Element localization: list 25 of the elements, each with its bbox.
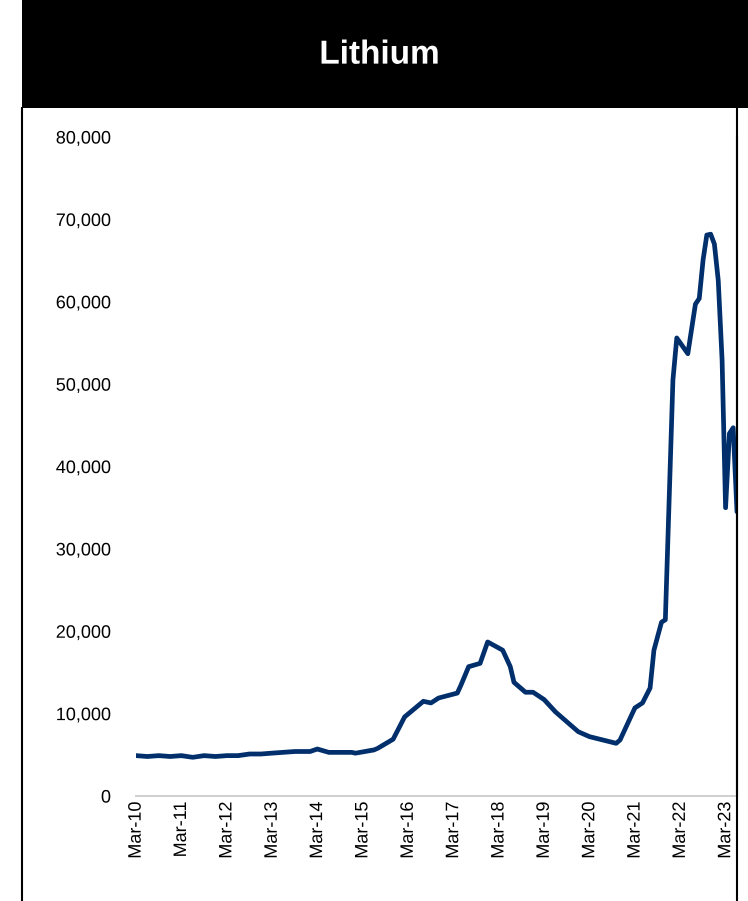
x-tick-label: Mar-21 (626, 802, 640, 858)
x-tick-label: Mar-11 (174, 802, 186, 856)
y-tick-label: 80,000 (56, 130, 110, 146)
x-tick-label: Mar-14 (310, 802, 322, 858)
x-tick-label: Mar-18 (490, 802, 504, 858)
y-tick-label: 70,000 (56, 213, 110, 228)
x-tick-label: Mar-20 (582, 802, 594, 858)
x-tick-label: Mar-22 (672, 802, 686, 858)
x-tick-label: Mar-16 (400, 802, 414, 858)
y-tick-label: 50,000 (56, 378, 110, 393)
y-tick-label: 0 (102, 790, 110, 803)
x-tick-label: Mar-19 (536, 802, 550, 858)
x-tick-label: Mar-12 (218, 802, 232, 858)
y-tick-label: 60,000 (56, 296, 110, 311)
y-tick-label: 10,000 (57, 708, 110, 722)
x-tick-label: Mar-10 (128, 802, 141, 858)
y-tick-label: 40,000 (56, 460, 110, 476)
x-tick-label: Mar-13 (264, 802, 277, 858)
chart-title: Lithium (322, 39, 438, 64)
y-tick-label: 20,000 (56, 625, 110, 640)
x-tick-label: Mar-15 (354, 802, 368, 858)
x-tick-label: Mar-23 (718, 802, 730, 858)
x-tick-label: Mar-17 (446, 802, 458, 858)
y-tick-label: 30,000 (56, 542, 110, 558)
line-series (136, 232, 737, 760)
